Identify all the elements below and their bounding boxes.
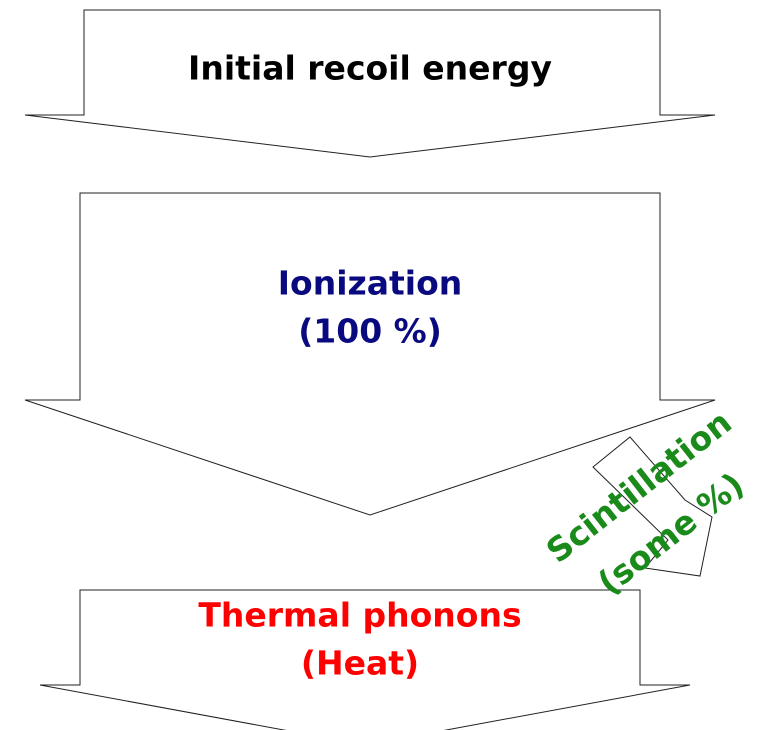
arrow-scintillation — [592, 436, 713, 577]
arrow-initial — [24, 9, 716, 158]
initial-label: Initial recoil energy — [188, 49, 552, 88]
arrow-phonons — [39, 589, 691, 730]
arrow-ionization — [24, 192, 716, 516]
ionization-sublabel: (100 %) — [298, 312, 442, 351]
ionization-label: Ionization — [278, 264, 462, 303]
phonons-sublabel: (Heat) — [301, 644, 419, 683]
phonons-label: Thermal phonons — [198, 596, 521, 635]
